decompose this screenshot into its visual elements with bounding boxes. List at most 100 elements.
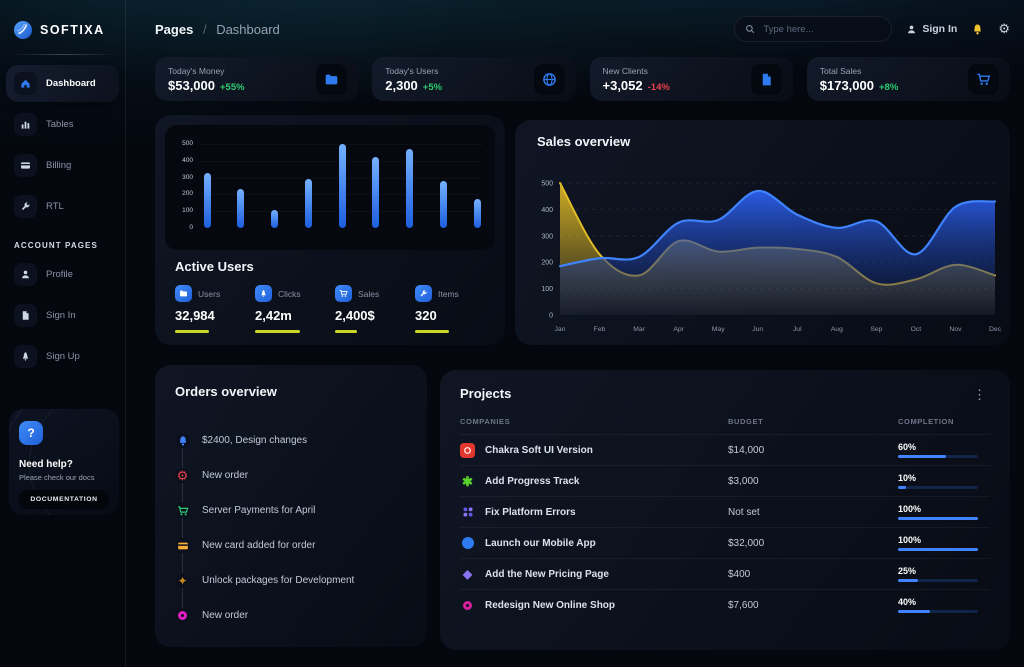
brand-name: SOFTIXA <box>40 23 105 37</box>
column-header: COMPLETION <box>898 417 954 426</box>
breadcrumb-section[interactable]: Pages <box>155 21 194 37</box>
wallet-icon <box>316 63 348 95</box>
active-users-metrics: Users 32,984 Clicks 2,42m Sales 2,400$ <box>175 285 491 333</box>
sidebar-item-signin[interactable]: Sign In <box>6 297 119 334</box>
kebab-menu-icon[interactable]: ⋮ <box>973 387 986 402</box>
wheel-icon: ✱ <box>462 473 473 489</box>
project-row[interactable]: Fix Platform Errors Not set 100% <box>460 496 990 527</box>
x-tick-label: Feb <box>594 326 606 333</box>
metric-users: Users 32,984 <box>175 285 251 333</box>
search-input[interactable] <box>761 22 872 36</box>
active-users-title: Active Users <box>175 259 254 274</box>
x-tick-label: Jul <box>793 326 802 333</box>
metric-clicks: Clicks 2,42m <box>255 285 331 333</box>
sidebar-item-label: Billing <box>46 160 72 171</box>
timeline-item-text: Unlock packages for Development <box>202 575 355 586</box>
progress-fill <box>898 517 978 520</box>
x-tick-label: Oct <box>911 326 922 333</box>
documentation-button[interactable]: DOCUMENTATION <box>19 490 109 509</box>
stats-row: Today's Money $53,000 +55% Today's Users … <box>155 57 1010 101</box>
document-icon <box>750 63 782 95</box>
metric-value: 320 <box>415 308 437 323</box>
sales-overview-card: Sales overview 0 100 200 300 400 500 Jan Feb Mar… <box>515 120 1010 345</box>
sidebar-item-rtl[interactable]: RTL <box>6 188 119 225</box>
timeline-item[interactable]: ✦ Unlock packages for Development <box>175 573 354 588</box>
project-row[interactable]: Launch our Mobile App $32,000 100% <box>460 527 990 558</box>
sidebar-item-dashboard[interactable]: Dashboard <box>6 65 119 102</box>
globe-icon <box>533 63 565 95</box>
bell-icon <box>175 433 190 448</box>
sales-overview-title: Sales overview <box>537 134 631 149</box>
progress-fill <box>898 579 918 582</box>
x-tick-label: May <box>712 326 725 333</box>
stat-card-todays-users[interactable]: Today's Users 2,300 +5% <box>372 57 576 101</box>
progress-track <box>898 548 978 551</box>
project-row[interactable]: ✱ Add Progress Track $3,000 10% <box>460 465 990 496</box>
sidebar-item-signup[interactable]: Sign Up <box>6 338 119 375</box>
project-name: Add Progress Track <box>485 475 580 487</box>
timeline-item-text: New card added for order <box>202 540 316 551</box>
metric-progress-bar <box>415 330 449 333</box>
metric-label: Clicks <box>278 288 301 299</box>
x-tick-label: Apr <box>673 326 684 333</box>
sign-in-button[interactable]: Sign In <box>906 23 957 35</box>
stat-card-new-clients[interactable]: New Clients +3,052 -14% <box>589 57 793 101</box>
gear-icon: ⚙ <box>175 468 190 483</box>
stat-delta: +8% <box>878 81 899 93</box>
metric-sales: Sales 2,400$ <box>335 285 411 333</box>
stat-value: $53,000 <box>168 77 215 93</box>
sidebar-item-label: Sign In <box>46 310 76 321</box>
timeline-item[interactable]: New order <box>175 608 248 623</box>
metric-value: 2,400$ <box>335 308 375 323</box>
sidebar-item-label: Tables <box>46 119 74 130</box>
y-tick-label: 200 <box>182 190 193 198</box>
sidebar-item-label: Dashboard <box>46 78 96 89</box>
sidebar-item-tables[interactable]: Tables <box>6 106 119 143</box>
column-header: COMPANIES <box>460 417 511 426</box>
metric-label: Sales <box>358 288 380 299</box>
area-chart-svg: 0 100 200 300 400 500 Jan Feb Mar Apr May Jun Jul Aug… <box>541 181 1002 334</box>
progress-track <box>898 486 978 489</box>
y-tick-label: 300 <box>182 173 193 181</box>
stat-card-todays-money[interactable]: Today's Money $53,000 +55% <box>155 57 359 101</box>
y-tick-label: 100 <box>541 286 553 293</box>
breadcrumb-current[interactable]: Dashboard <box>216 21 280 37</box>
sidebar-item-profile[interactable]: Profile <box>6 256 119 293</box>
project-row[interactable]: Chakra Soft UI Version $14,000 60% <box>460 434 990 465</box>
stat-card-total-sales[interactable]: Total Sales $173,000 +8% <box>806 57 1010 101</box>
wrench-icon <box>14 195 37 218</box>
x-tick-label: Dec <box>989 326 1002 333</box>
cart-icon <box>968 63 999 95</box>
help-title: Need help? <box>19 459 73 470</box>
project-row[interactable]: Redesign New Online Shop $7,600 40% <box>460 589 990 620</box>
bell-icon[interactable] <box>971 23 984 36</box>
stat-label: Total Sales <box>819 65 862 76</box>
sign-in-label: Sign In <box>922 23 958 35</box>
project-completion: 60% <box>898 442 917 452</box>
progress-fill <box>898 610 930 613</box>
timeline-item[interactable]: ⚙ New order <box>175 468 248 483</box>
project-completion: 40% <box>898 597 917 607</box>
wallet-icon <box>175 285 192 302</box>
gear-icon[interactable]: ⚙ <box>998 21 1010 36</box>
bar <box>439 181 447 228</box>
project-budget: $14,000 <box>728 444 765 456</box>
timeline-item[interactable]: $2400, Design changes <box>175 433 307 448</box>
projects-title: Projects <box>460 386 512 401</box>
search-box[interactable] <box>734 16 893 42</box>
timeline-line <box>182 441 183 615</box>
project-row[interactable]: ◆ Add the New Pricing Page $400 25% <box>460 558 990 589</box>
timeline-item[interactable]: Server Payments for April <box>175 503 315 518</box>
search-icon <box>745 24 755 34</box>
sidebar-item-billing[interactable]: Billing <box>6 147 119 184</box>
bar <box>406 149 413 228</box>
progress-track <box>898 610 978 613</box>
timeline-item[interactable]: New card added for order <box>175 538 315 553</box>
y-tick-label: 400 <box>541 207 553 214</box>
breadcrumb: Pages / Dashboard <box>155 22 280 37</box>
metric-value: 32,984 <box>175 308 215 323</box>
stat-label: Today's Money <box>168 65 225 76</box>
rocket-icon <box>14 345 37 368</box>
project-budget: $7,600 <box>728 599 759 611</box>
bar <box>473 199 481 228</box>
